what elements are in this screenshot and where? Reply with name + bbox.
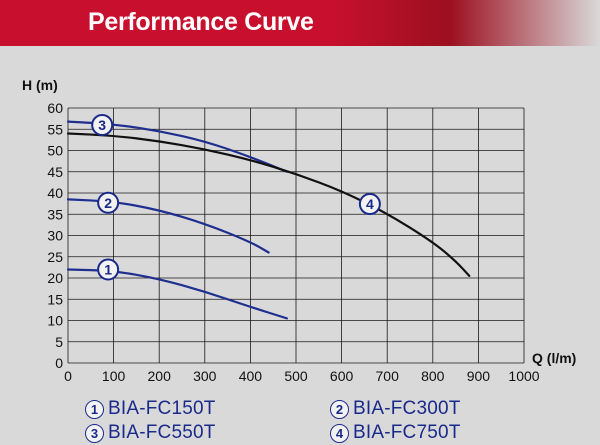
x-tick-label-2: 200: [148, 368, 172, 384]
curve-marker-3: [91, 114, 114, 136]
y-tick-label-5: 25: [47, 249, 63, 265]
y-axis-label: H (m): [22, 77, 58, 93]
x-tick-label-7: 700: [376, 368, 400, 384]
curve-marker-label-3: 3: [98, 117, 106, 133]
x-axis-label: Q (l/m): [532, 350, 576, 366]
curve-marker-label-1: 1: [104, 262, 112, 278]
x-tick-label-6: 600: [330, 368, 354, 384]
legend-marker-3: 3: [85, 423, 104, 443]
page-title: Performance Curve: [88, 8, 314, 36]
x-tick-label-9: 900: [467, 368, 491, 384]
legend-marker-4: 4: [330, 423, 349, 443]
y-tick-label-9: 45: [47, 164, 63, 180]
y-tick-label-0: 0: [55, 355, 63, 371]
y-tick-label-2: 10: [47, 313, 63, 329]
legend-item-1: 1 BIA-FC150T: [85, 398, 216, 420]
legend-label-3: BIA-FC550T: [108, 422, 216, 443]
legend-label-4: BIA-FC750T: [353, 422, 461, 443]
y-tick-label-11: 55: [47, 121, 63, 137]
x-tick-label-5: 500: [284, 368, 308, 384]
y-tick-label-6: 30: [47, 228, 63, 244]
y-tick-label-3: 15: [47, 291, 63, 307]
legend-item-3: 3 BIA-FC550T: [85, 422, 216, 444]
legend-label-1: BIA-FC150T: [108, 398, 216, 419]
x-tick-label-1: 100: [102, 368, 126, 384]
series-line-4: [66, 132, 471, 277]
legend-label-2: BIA-FC300T: [353, 398, 461, 419]
series-line-2: [66, 198, 270, 254]
x-tick-label-3: 300: [193, 368, 217, 384]
x-tick-label-4: 400: [239, 368, 263, 384]
y-tick-label-10: 50: [47, 143, 63, 159]
legend-item-2: 2 BIA-FC300T: [330, 398, 461, 420]
curve-marker-4: [358, 193, 381, 216]
legend-marker-1: 1: [85, 399, 104, 419]
header-banner: Performance Curve: [0, 0, 600, 46]
curve-marker-label-4: 4: [366, 196, 374, 212]
legend-marker-2: 2: [330, 399, 349, 419]
legend-item-4: 4 BIA-FC750T: [330, 422, 461, 444]
y-tick-label-1: 5: [55, 334, 63, 350]
y-tick-label-8: 40: [47, 185, 63, 201]
curve-marker-label-2: 2: [104, 195, 112, 211]
series-line-1: [66, 268, 288, 320]
y-tick-label-4: 20: [47, 270, 63, 286]
y-tick-label-12: 60: [47, 100, 63, 116]
x-tick-label-8: 800: [421, 368, 445, 384]
x-tick-label-0: 0: [64, 368, 72, 384]
curve-marker-1: [97, 258, 120, 281]
x-tick-label-10: 1000: [508, 368, 539, 384]
series-line-3: [66, 120, 288, 173]
y-tick-label-7: 35: [47, 206, 63, 222]
curve-marker-2: [97, 191, 120, 214]
